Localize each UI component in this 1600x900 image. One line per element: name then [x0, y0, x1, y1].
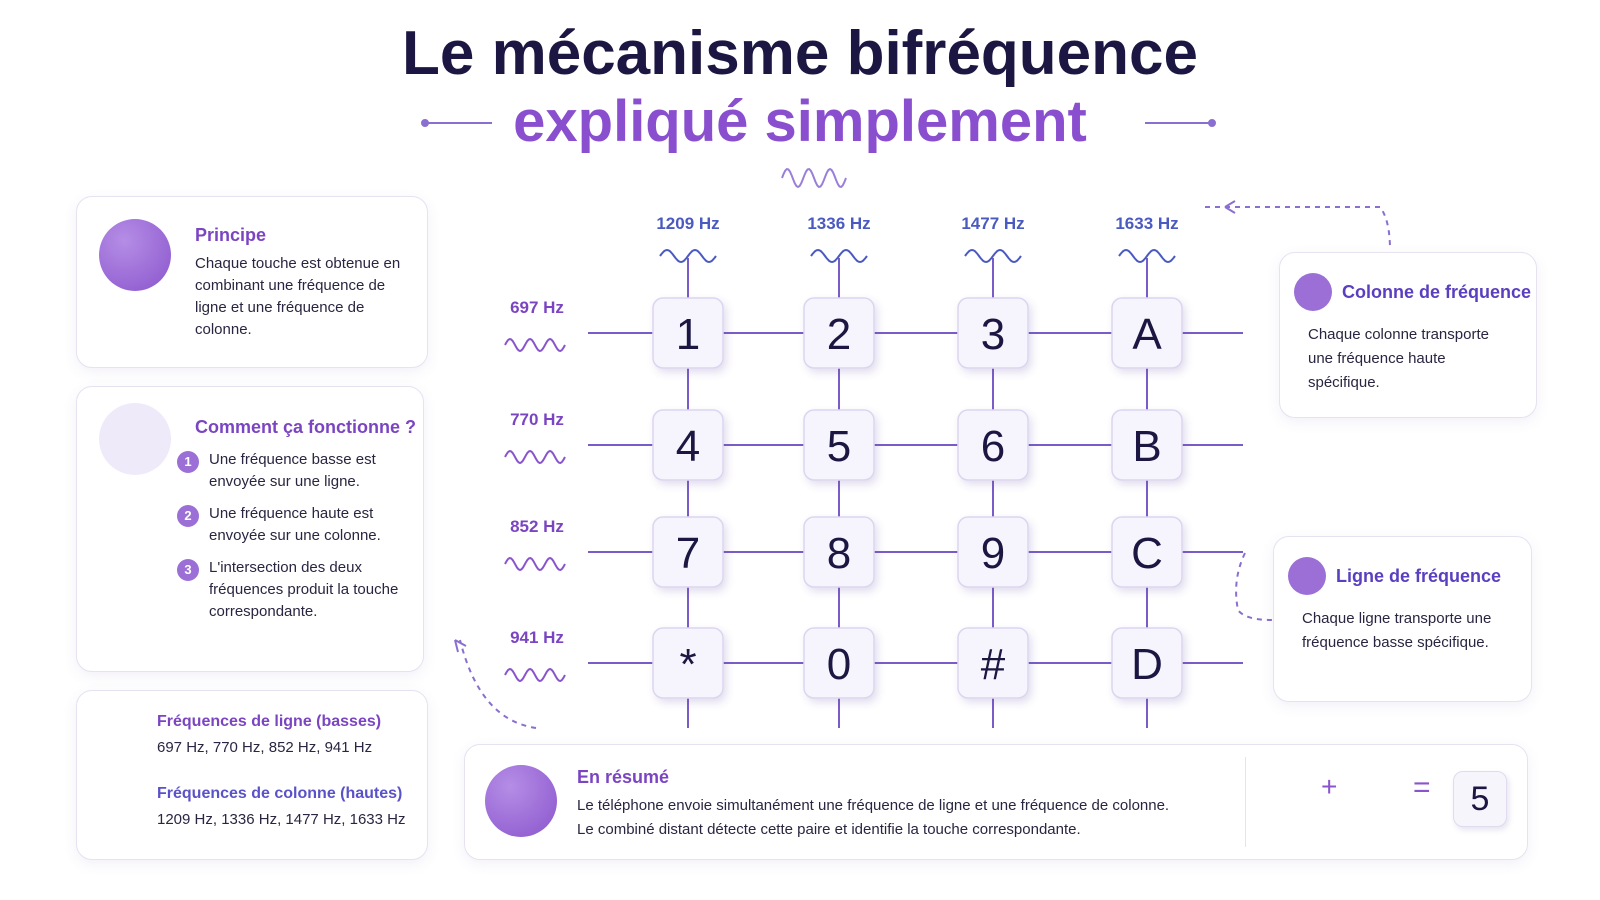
wave [964, 248, 1022, 264]
wave [504, 449, 566, 465]
key-label: 6 [981, 422, 1005, 471]
key [1111, 627, 1183, 699]
key-label: B [1132, 422, 1161, 471]
summary-text-1: Le téléphone envoie simultanément une fr… [577, 797, 1170, 814]
row-callout-title: Ligne de fréquence [1336, 566, 1502, 586]
key [652, 409, 724, 481]
key [803, 297, 875, 369]
wave [781, 167, 847, 189]
key-label: * [679, 640, 696, 689]
equals-sign: = [1413, 771, 1431, 804]
row-callout-text: Chaque ligne transporte une fréquence ba… [1302, 610, 1492, 651]
key [957, 297, 1029, 369]
key-label: 2 [827, 310, 851, 359]
row-frequency-label: 852 Hz [510, 517, 564, 536]
keypad-icon [99, 403, 171, 475]
key [803, 516, 875, 588]
key [652, 297, 724, 369]
key [957, 409, 1029, 481]
key [652, 627, 724, 699]
summary-text-2: Le combiné distant détecte cette paire e… [577, 821, 1081, 838]
result-key: 5 [1453, 771, 1507, 827]
title-line1: Le mécanisme bifréquence [402, 19, 1198, 88]
key-label: 1 [676, 310, 700, 359]
title-line2: expliqué simplement [513, 89, 1087, 154]
wave [504, 337, 566, 353]
row-frequencies-values: 697 Hz, 770 Hz, 852 Hz, 941 Hz [157, 739, 373, 756]
row-callout: Ligne de fréquence Chaque ligne transpor… [1273, 536, 1532, 702]
dot [421, 119, 429, 127]
row-frequency-label: 941 Hz [510, 628, 564, 647]
step-number: 3 [177, 559, 199, 581]
principle-heading: Principe [195, 225, 267, 245]
wave [504, 556, 566, 572]
step-text: Une fréquence basse est envoyée sur une … [209, 451, 376, 490]
key-label: 0 [827, 640, 851, 689]
summary-title: En résumé [577, 767, 670, 787]
key-label: 9 [981, 529, 1005, 578]
column-frequency-label: 1633 Hz [1115, 214, 1178, 233]
row-frequency-label: 770 Hz [510, 410, 564, 429]
column-frequencies-title: Fréquences de colonne (hautes) [157, 785, 403, 802]
how-card: Comment ça fonctionne ? 1 Une fréquence b… [76, 386, 424, 672]
principle-card: Principe Chaque touche est obtenue en co… [76, 196, 428, 368]
wave [659, 248, 717, 264]
summary-card: En résumé Le téléphone envoie simultaném… [464, 744, 1528, 860]
dashed-connector [1235, 552, 1273, 621]
key-label: 7 [676, 529, 700, 578]
key [1111, 297, 1183, 369]
principle-text: Chaque touche est obtenue en combinant u… [195, 255, 401, 338]
how-heading: Comment ça fonctionne ? [195, 417, 417, 437]
key-label: 5 [827, 422, 851, 471]
key [803, 627, 875, 699]
column-callout-text: Chaque colonne transporte une fréquence … [1308, 326, 1489, 391]
column-frequency-label: 1209 Hz [656, 214, 719, 233]
key [1111, 516, 1183, 588]
row-frequencies-title: Fréquences de ligne (basses) [157, 713, 382, 730]
arrow-icon [1294, 273, 1332, 311]
row-frequency-label: 697 Hz [510, 298, 564, 317]
column-callout: Colonne de fréquence Chaque colonne tran… [1279, 252, 1537, 418]
divider [1245, 757, 1246, 847]
plus-sign: + [1321, 771, 1338, 802]
step-number: 1 [177, 451, 199, 473]
key [957, 516, 1029, 588]
key-label: D [1131, 640, 1163, 689]
phone-icon [485, 765, 557, 837]
column-frequencies-values: 1209 Hz, 1336 Hz, 1477 Hz, 1633 Hz [157, 811, 406, 828]
wave [1118, 248, 1176, 264]
column-callout-title: Colonne de fréquence [1342, 282, 1532, 302]
key-label: 4 [676, 422, 700, 471]
frequencies-card: Fréquences de ligne (basses) 697 Hz, 770… [76, 690, 428, 860]
key [803, 409, 875, 481]
wave-icon [99, 219, 171, 291]
key-label: # [981, 640, 1006, 689]
key-label: 3 [981, 310, 1005, 359]
dashed-arrow [1205, 206, 1391, 251]
arrow-icon [1288, 557, 1326, 595]
key [1111, 409, 1183, 481]
dashed-arrow [459, 639, 537, 729]
wave [504, 667, 566, 683]
column-frequency-label: 1336 Hz [807, 214, 870, 233]
step-text: L'intersection des deux fréquences produ… [209, 559, 399, 620]
key-label: A [1132, 310, 1162, 359]
column-frequency-label: 1477 Hz [961, 214, 1024, 233]
key [957, 627, 1029, 699]
arrow-head [1224, 200, 1236, 214]
arrow-head [454, 639, 467, 653]
dot [1208, 119, 1216, 127]
step-text: Une fréquence haute est envoyée sur une … [209, 505, 381, 544]
title-decoration [421, 119, 1391, 729]
key-label: C [1131, 529, 1163, 578]
wave [810, 248, 868, 264]
key [652, 516, 724, 588]
key-label: 8 [827, 529, 851, 578]
step-number: 2 [177, 505, 199, 527]
